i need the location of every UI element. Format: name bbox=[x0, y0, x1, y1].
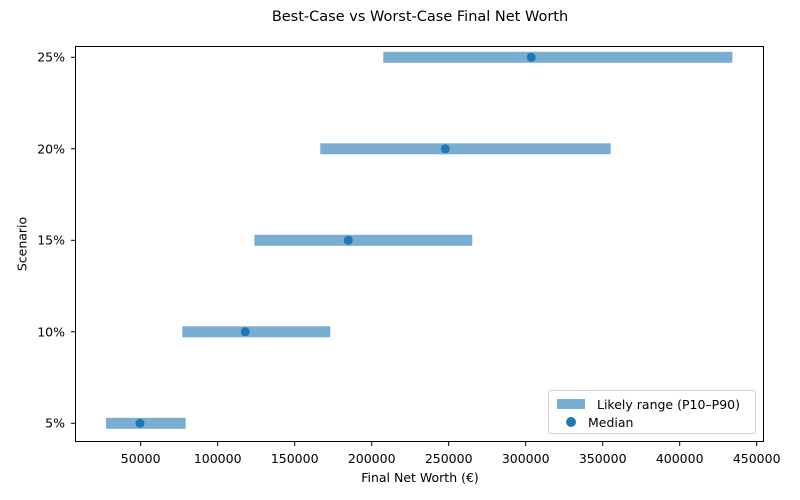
median-dot-icon bbox=[566, 417, 576, 427]
range-swatch-icon bbox=[557, 399, 585, 409]
x-tick-label: 100000 bbox=[193, 451, 242, 466]
y-tick-label: 5% bbox=[45, 415, 65, 431]
median-point bbox=[440, 144, 450, 154]
range-bar bbox=[106, 417, 186, 429]
range-bar bbox=[383, 51, 733, 63]
plot-area bbox=[75, 46, 764, 442]
legend-item-median: Median bbox=[557, 413, 633, 431]
legend-label-range: Likely range (P10–P90) bbox=[597, 396, 740, 412]
legend-item-range: Likely range (P10–P90) bbox=[557, 395, 740, 413]
median-point bbox=[240, 327, 250, 337]
range-bar bbox=[320, 143, 611, 155]
median-point bbox=[135, 418, 145, 428]
legend: Likely range (P10–P90) Median bbox=[548, 390, 756, 434]
axis-ticks bbox=[71, 56, 758, 446]
x-axis-label: Final Net Worth (€) bbox=[361, 470, 479, 485]
range-bar bbox=[182, 326, 331, 338]
range-bars bbox=[106, 51, 733, 429]
chart-title: Best-Case vs Worst-Case Final Net Worth bbox=[271, 9, 569, 25]
y-axis-label: Scenario bbox=[14, 216, 30, 272]
x-tick-label: 350000 bbox=[578, 451, 627, 466]
x-tick-label: 50000 bbox=[120, 451, 161, 466]
x-tick-label: 150000 bbox=[270, 451, 319, 466]
legend-label-median: Median bbox=[588, 414, 634, 430]
x-tick-label: 300000 bbox=[501, 451, 550, 466]
median-point bbox=[526, 52, 536, 62]
y-tick-label: 10% bbox=[37, 324, 65, 340]
median-point bbox=[343, 235, 353, 245]
x-tick-label: 400000 bbox=[655, 451, 704, 466]
y-tick-label: 15% bbox=[37, 232, 65, 248]
x-tick-label: 450000 bbox=[732, 451, 781, 466]
range-bar bbox=[254, 234, 473, 246]
x-tick-label: 250000 bbox=[424, 451, 473, 466]
y-tick-label: 25% bbox=[37, 49, 65, 65]
x-tick-label: 200000 bbox=[347, 451, 396, 466]
median-points bbox=[135, 52, 536, 428]
y-tick-label: 20% bbox=[37, 141, 65, 157]
